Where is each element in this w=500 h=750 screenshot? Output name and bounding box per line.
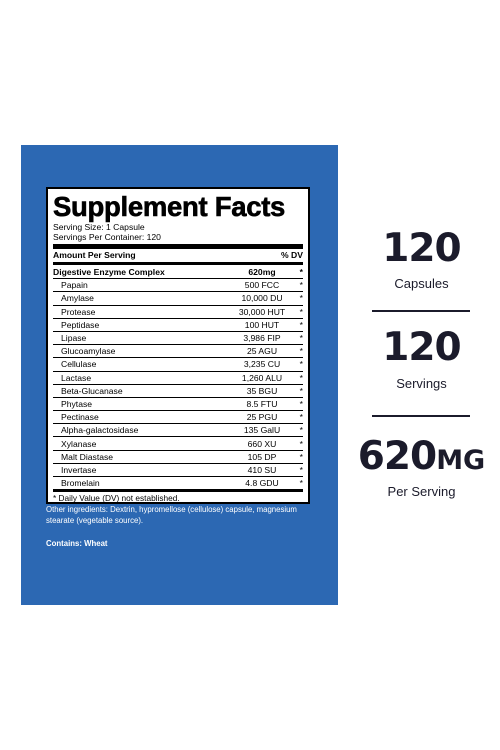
other-ingredients: Other ingredients: Dextrin, hypromellose… (46, 505, 297, 525)
allergen-statement: Contains: Wheat (46, 539, 108, 548)
ingredient-name: Glucoamylase (61, 346, 116, 357)
facts-title: Supplement Facts (53, 191, 286, 222)
ingredient-amount: 100 HUT (244, 319, 280, 330)
ingredient-dv: * (299, 412, 303, 423)
ingredient-dv: * (299, 267, 303, 278)
ingredient-name: Protease (61, 306, 96, 317)
stat-divider (372, 415, 470, 417)
ingredient-amount: 8.5 FTU (246, 398, 278, 409)
ingredient-row: Papain 500 FCC * (53, 279, 303, 293)
ingredient-row: Alpha-galactosidase 135 GalU * (53, 424, 303, 438)
ingredient-dv: * (299, 280, 303, 291)
stat-per-serving-value: 620MG (357, 434, 486, 479)
ingredient-dv: * (299, 359, 303, 370)
ingredient-row: Amylase 10,000 DU * (53, 292, 303, 306)
ingredient-name: Lactase (61, 372, 92, 383)
ingredient-row: Lipase 3,986 FIP * (53, 332, 303, 346)
ingredient-name: Bromelain (61, 478, 100, 489)
ingredient-amount: 3,986 FIP (243, 333, 281, 344)
ingredient-dv: * (299, 346, 303, 357)
ingredient-dv: * (299, 464, 303, 475)
stat-capsules-label: Capsules (394, 276, 449, 291)
servings-per-container: Servings Per Container: 120 (53, 232, 161, 242)
stat-per-serving-label: Per Serving (387, 484, 456, 499)
ingredient-row: Lactase 1,260 ALU * (53, 372, 303, 385)
ingredient-name: Lipase (61, 333, 87, 344)
ingredient-row: Cellulase 3,235 CU * (53, 358, 303, 372)
ingredient-name: Cellulase (61, 359, 97, 370)
ingredient-amount: 25 AGU (246, 346, 278, 357)
ingredient-row: Invertase 410 SU * (53, 464, 303, 477)
ingredient-name: Amylase (61, 293, 94, 304)
thick-rule (53, 244, 303, 249)
ingredient-amount: 135 GalU (243, 425, 281, 436)
ingredient-row: Peptidase 100 HUT * (53, 319, 303, 332)
ingredient-name: Alpha-galactosidase (61, 425, 139, 436)
ingredient-dv: * (299, 293, 303, 304)
ingredient-row: Phytase 8.5 FTU * (53, 398, 303, 412)
ingredient-amount: 1,260 ALU (241, 372, 283, 383)
amount-per-serving-label: Amount Per Serving (53, 250, 136, 260)
serving-size: Serving Size: 1 Capsule (53, 222, 145, 232)
ingredient-dv: * (299, 306, 303, 317)
ingredient-row: Glucoamylase 25 AGU * (53, 345, 303, 359)
ingredient-list: Papain 500 FCC * Amylase 10,000 DU * Protease 3… (53, 279, 303, 489)
ingredient-amount: 105 DP (247, 451, 277, 462)
ingredient-amount: 30,000 HUT (238, 306, 286, 317)
ingredient-name: Phytase (61, 398, 93, 409)
ingredient-amount: 620mg (248, 267, 276, 278)
stat-servings-label: Servings (396, 376, 447, 391)
dv-header-label: % DV (281, 250, 303, 260)
amount-header: Amount Per Serving % DV (53, 250, 303, 261)
ingredient-amount: 410 SU (247, 464, 277, 475)
ingredient-dv: * (299, 333, 303, 344)
dv-footnote: * Daily Value (DV) not established. (53, 493, 180, 504)
ingredient-amount: 25 PGU (246, 412, 278, 423)
ingredient-dv: * (299, 438, 303, 449)
ingredient-name: Malt Diastase (61, 451, 114, 462)
ingredient-amount: 660 XU (247, 438, 277, 449)
ingredient-dv: * (299, 451, 303, 462)
stat-divider (372, 310, 470, 312)
ingredient-name: Digestive Enzyme Complex (53, 267, 165, 278)
ingredient-row: Bromelain 4.8 GDU * (53, 477, 303, 489)
ingredient-dv: * (299, 372, 303, 383)
ingredient-dv: * (299, 398, 303, 409)
ingredient-dv: * (299, 385, 303, 396)
ingredient-name: Xylanase (61, 438, 97, 449)
stat-capsules-value: 120 (382, 226, 461, 271)
ingredient-row: Pectinase 25 PGU * (53, 411, 303, 425)
ingredient-amount: 35 BGU (246, 385, 278, 396)
ingredient-amount: 10,000 DU (241, 293, 283, 304)
stat-servings-value: 120 (382, 325, 461, 370)
ingredient-name: Papain (61, 280, 88, 291)
ingredient-row: Xylanase 660 XU * (53, 437, 303, 451)
ingredient-name: Peptidase (61, 319, 100, 330)
ingredient-amount: 500 FCC (244, 280, 280, 291)
ingredient-amount: 4.8 GDU (245, 478, 279, 489)
medium-rule (53, 262, 303, 265)
ingredient-row: Protease 30,000 HUT * (53, 306, 303, 319)
ingredient-amount: 3,235 CU (243, 359, 281, 370)
main-ingredient-row: Digestive Enzyme Complex 620mg * (53, 266, 303, 280)
end-rule (53, 489, 303, 493)
ingredient-name: Pectinase (61, 412, 99, 423)
ingredient-name: Beta-Glucanase (61, 385, 123, 396)
ingredient-dv: * (299, 319, 303, 330)
ingredient-dv: * (299, 478, 303, 489)
ingredient-name: Invertase (61, 464, 97, 475)
ingredient-row: Malt Diastase 105 DP * (53, 451, 303, 464)
ingredient-dv: * (299, 425, 303, 436)
ingredient-row: Beta-Glucanase 35 BGU * (53, 385, 303, 398)
supplement-facts-label: Supplement Facts Serving Size: 1 Capsule… (46, 187, 310, 504)
